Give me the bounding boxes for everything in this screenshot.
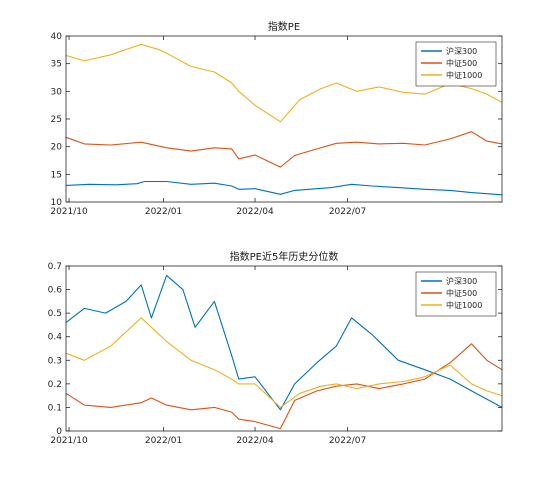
- series-line-1: [65, 274, 503, 411]
- chart-title: 指数PE: [268, 20, 300, 33]
- y-tick-label: 30: [51, 87, 63, 97]
- legend-box: [415, 41, 497, 87]
- x-tick-label: 2022/01: [145, 436, 182, 446]
- x-tick-label: 2022/01: [145, 207, 182, 217]
- legend: 沪深300 中证500 中证1000: [415, 271, 497, 317]
- x-tick-label: 2022/04: [236, 436, 274, 446]
- y-tick-label: 25: [51, 115, 62, 125]
- x-tick-label: 2021/10: [50, 207, 88, 217]
- legend-label: 沪深300: [446, 276, 477, 286]
- series-line-1: [65, 180, 503, 196]
- y-tick-label: 0.6: [48, 286, 63, 296]
- chart-title: 指数PE近5年历史分位数: [230, 250, 339, 263]
- legend-label: 中证500: [446, 58, 477, 68]
- x-tick-label: 2022/07: [329, 207, 366, 217]
- series-line-2: [65, 343, 503, 430]
- x-tick-label: 2021/10: [50, 436, 88, 446]
- legend-label: 中证1000: [446, 300, 482, 310]
- series-line-2: [65, 131, 503, 168]
- y-tick-label: 0.2: [48, 380, 62, 390]
- y-tick-label: 15: [51, 170, 62, 180]
- y-tick-label: 0.5: [48, 309, 62, 319]
- chart-2: 指数PE近5年历史分位数 0 0.1 0.2 0.3 0.4 0.5 0.6 0.7 2021/1…: [48, 250, 503, 446]
- legend-label: 中证500: [446, 288, 477, 298]
- y-tick-label: 0.3: [48, 356, 62, 366]
- y-tick-label: 35: [51, 60, 62, 70]
- y-tick-label: 0.4: [48, 333, 63, 343]
- chart-1: 指数PE 10 15 20 25 30 35 40 2021/10 2022/01 2022/04 2…: [50, 20, 503, 217]
- series-line-3: [65, 43, 503, 123]
- y-tick-label: 0: [56, 427, 62, 437]
- y-tick-label: 20: [51, 143, 63, 153]
- legend: 沪深300 中证500 中证1000: [415, 41, 497, 87]
- x-tick-label: 2022/04: [236, 207, 274, 217]
- axes-frame: [65, 265, 503, 432]
- y-tick-label: 40: [51, 32, 63, 42]
- y-tick-label: 10: [51, 198, 63, 208]
- legend-label: 沪深300: [446, 46, 477, 56]
- series-line-3: [65, 317, 503, 408]
- legend-label: 中证1000: [446, 70, 482, 80]
- x-tick-label: 2022/07: [329, 436, 366, 446]
- y-tick-label: 0.7: [48, 262, 62, 272]
- legend-box: [415, 271, 497, 317]
- y-tick-label: 0.1: [48, 403, 62, 413]
